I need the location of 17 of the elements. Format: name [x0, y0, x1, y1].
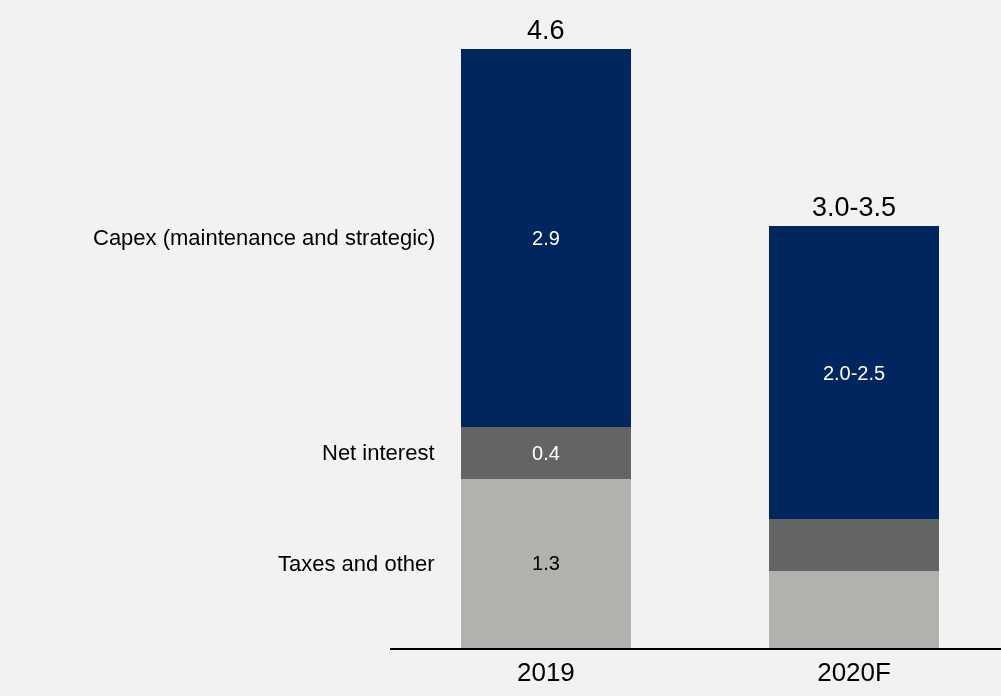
bar: [769, 519, 939, 572]
bar: [769, 226, 939, 520]
series-label: Capex (maintenance and strategic): [93, 225, 436, 250]
data-label: 1.3: [532, 552, 560, 575]
bar: [461, 48, 631, 427]
series-label: Net interest: [322, 440, 435, 465]
series-label: Taxes and other: [278, 551, 435, 576]
bar: [461, 478, 631, 648]
x-tick-label: 2020F: [817, 656, 891, 687]
bar: [769, 571, 939, 648]
data-label: 2.9: [532, 226, 560, 249]
x-tick-label: 2019: [516, 656, 575, 687]
bar: [461, 426, 631, 479]
total-label: 3.0-3.5: [812, 192, 897, 222]
data-label: 2.0-2.5: [822, 361, 886, 384]
total-label: 4.6: [527, 15, 565, 45]
data-label: 0.4: [532, 441, 560, 464]
